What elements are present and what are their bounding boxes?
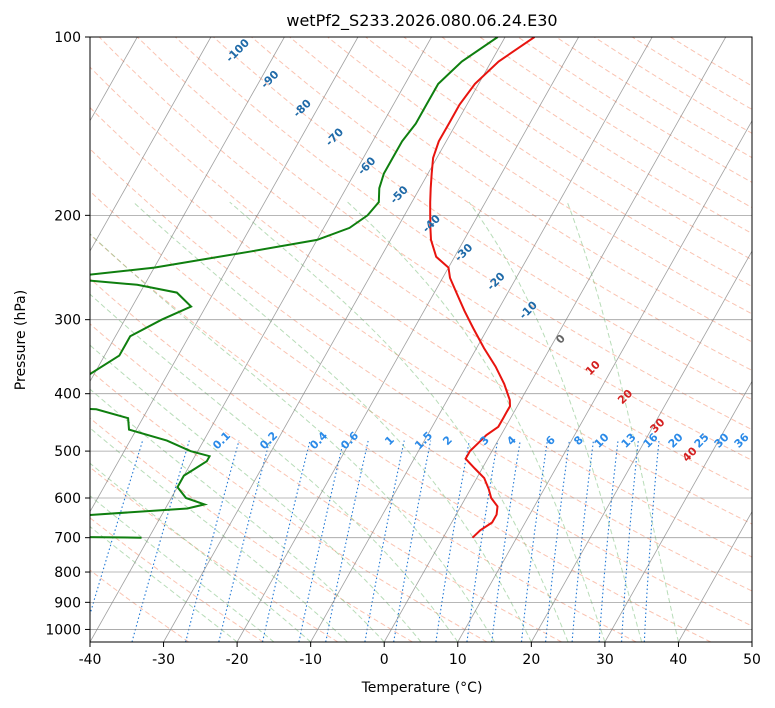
y-axis-title: Pressure (hPa) <box>13 290 29 390</box>
dewpoint-line <box>90 37 499 539</box>
isotherm-line <box>383 37 727 642</box>
dry-adiabat-line <box>174 37 752 431</box>
isotherm-line <box>604 380 752 642</box>
dry-adiabat-line <box>289 37 752 343</box>
y-tick-label: 100 <box>54 30 81 46</box>
y-tick-label: 400 <box>54 387 81 403</box>
plot-frame <box>89 36 753 643</box>
mixing-ratio-line <box>261 440 311 642</box>
dry-adiabat-line <box>327 37 752 315</box>
dry-adiabat-line <box>90 66 752 525</box>
x-tick-label: -40 <box>79 652 102 668</box>
moist-adiabat-line <box>90 427 348 642</box>
mixing-ratio-line <box>364 440 405 642</box>
mixing-ratio-line <box>298 440 345 642</box>
mixing-ratio-line <box>545 440 570 642</box>
mixing-ratio-line <box>621 440 639 642</box>
mixing-ratio-line <box>466 440 499 642</box>
isotherm-line <box>457 119 752 642</box>
dry-adiabat-line <box>90 277 637 642</box>
moist-adiabat-line <box>90 344 422 642</box>
dry-adiabat-line <box>90 190 752 627</box>
mixing-ratio-line <box>325 440 369 642</box>
mixing-ratio-line <box>491 440 521 642</box>
mixing-ratio-line <box>218 440 271 642</box>
x-axis-title: Temperature (°C) <box>361 680 483 696</box>
dry-adiabat-line <box>90 148 752 592</box>
mixing-ratio-line <box>131 440 190 642</box>
mixing-ratio-line <box>90 440 144 617</box>
dry-adiabat-line <box>90 569 189 642</box>
mixing-ratio-line <box>598 440 619 642</box>
y-tick-label: 900 <box>54 595 81 611</box>
isotherm-line <box>90 37 432 642</box>
y-tick-label: 800 <box>54 565 81 581</box>
x-tick-label: 30 <box>596 652 614 668</box>
mixing-ratio-line <box>435 440 470 642</box>
x-tick-label: 40 <box>670 652 688 668</box>
isotherm-line <box>310 37 653 642</box>
mixing-ratio-line <box>185 440 240 642</box>
isotherm-line <box>163 37 506 642</box>
moist-adiabat-line <box>90 233 496 642</box>
isotherm-line <box>90 37 285 383</box>
moist-adiabat-line <box>90 293 459 642</box>
dry-adiabat-line <box>90 106 752 558</box>
mixing-ratio-line <box>571 440 594 642</box>
moist-adiabat-line <box>566 201 679 642</box>
x-tick-label: -30 <box>152 652 175 668</box>
sounding-lines <box>90 37 536 539</box>
x-tick-label: 0 <box>380 652 389 668</box>
y-tick-label: 1000 <box>45 622 81 638</box>
moist-adiabat-line <box>133 201 532 642</box>
moist-adiabat-line <box>90 388 385 642</box>
isotherm-line <box>530 250 752 642</box>
moist-adiabat-line <box>468 201 643 642</box>
dry-adiabat-line <box>136 37 752 461</box>
mixing-ratio-line <box>520 440 548 642</box>
moist-adiabat-line <box>90 462 312 642</box>
y-tick-label: 300 <box>54 313 81 329</box>
dry-adiabat-line <box>90 369 488 642</box>
x-tick-label: 50 <box>743 652 761 668</box>
y-tick-label: 700 <box>54 531 81 547</box>
temperature-line <box>429 37 536 539</box>
moist-adiabat-line <box>347 201 606 642</box>
dry-adiabat-line <box>90 517 264 642</box>
isotherm-line <box>90 37 359 513</box>
dry-adiabat-line <box>365 37 752 288</box>
x-tick-label: 20 <box>522 652 540 668</box>
isotherm-line <box>678 510 752 642</box>
background-lines <box>90 37 752 642</box>
y-tick-label: 200 <box>54 208 81 224</box>
moist-adiabat-line <box>90 495 275 642</box>
x-tick-label: -10 <box>299 652 322 668</box>
x-tick-label: 10 <box>449 652 467 668</box>
y-tick-label: 500 <box>54 444 81 460</box>
y-tick-label: 600 <box>54 491 81 507</box>
chart-title: wetPf2_S233.2026.080.06.24.E30 <box>286 11 557 31</box>
isotherm-line <box>236 37 579 642</box>
mixing-ratio-line <box>643 440 660 642</box>
x-tick-label: -20 <box>226 652 249 668</box>
isotherm-line <box>90 37 212 252</box>
axes: -40 -30 -20 -10 0 10 20 30 40 50 1000 900 800 700 600 5… <box>45 30 761 668</box>
